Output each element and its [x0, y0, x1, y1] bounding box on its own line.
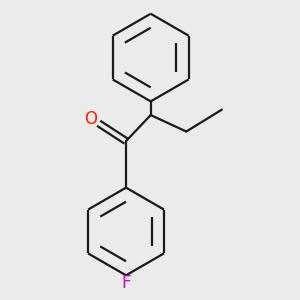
Text: F: F	[121, 274, 131, 292]
Text: O: O	[85, 110, 98, 128]
